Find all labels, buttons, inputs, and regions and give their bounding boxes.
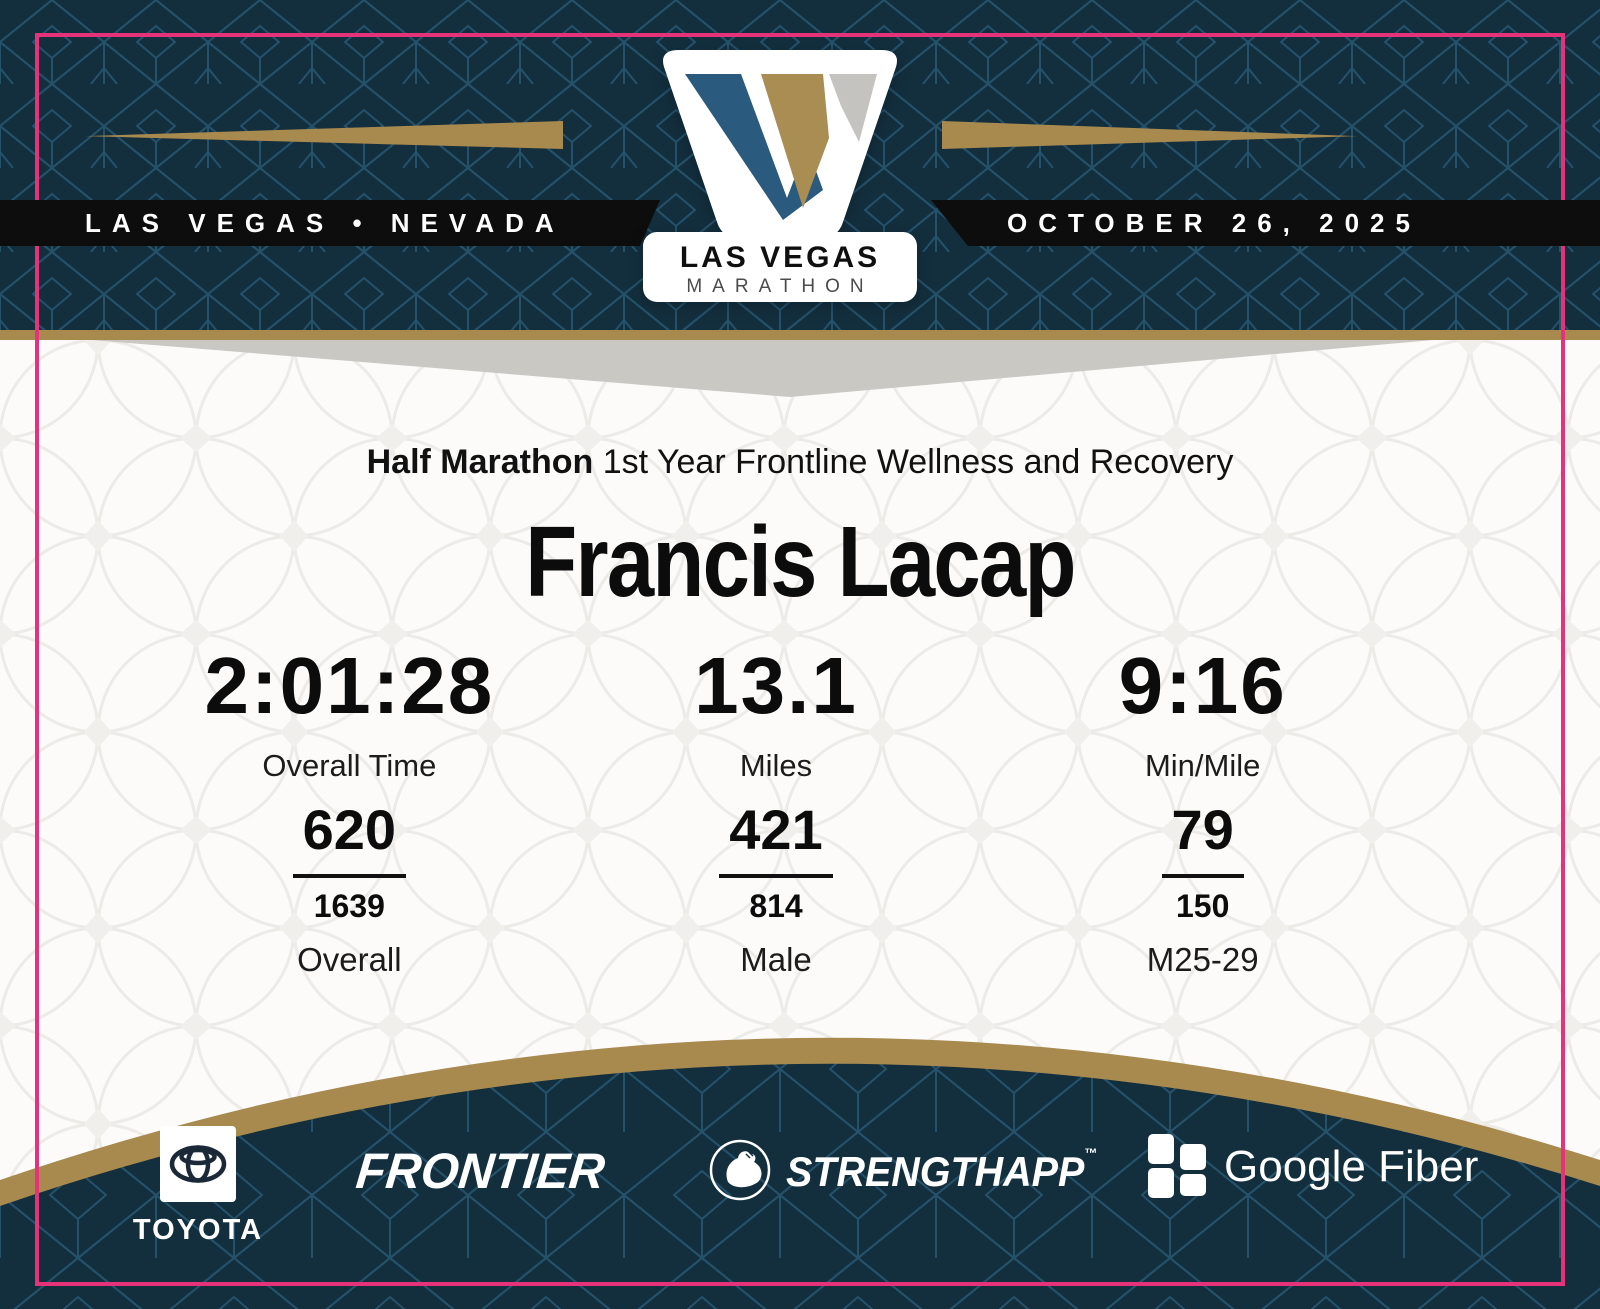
lv-monogram-icon xyxy=(663,50,897,238)
sponsor-toyota: TOYOTA xyxy=(123,1126,273,1247)
rank-label: M25-29 xyxy=(1146,941,1259,978)
toyota-emblem-icon xyxy=(169,1145,227,1183)
rank-field-size: 1639 xyxy=(313,888,385,924)
rank-label: Overall xyxy=(297,941,402,978)
rank-field-size: 150 xyxy=(1175,888,1230,924)
sponsor-frontier: FRONTIER xyxy=(353,1142,650,1200)
race-name: Half Marathon xyxy=(366,443,594,481)
rank-division: 79 150 M25-29 xyxy=(989,797,1416,979)
sponsor-strengthapp: STRENGTHAPP™ xyxy=(708,1138,1117,1202)
gold-divider xyxy=(0,330,1600,340)
sponsor-google-fiber: Google Fiber xyxy=(1148,1134,1478,1200)
rank-place: 79 xyxy=(1161,797,1244,878)
strengthapp-bicep-icon xyxy=(709,1139,771,1201)
rankings-row: 620 1639 Overall 421 814 Male 79 150 M25… xyxy=(136,797,1416,979)
athlete-name: Francis Lacap xyxy=(525,506,1076,618)
stat-value: 2:01:28 xyxy=(204,641,495,730)
logo-line2: MARATHON xyxy=(686,276,874,297)
logo-line1: LAS VEGAS xyxy=(679,241,881,274)
rank-overall: 620 1639 Overall xyxy=(136,797,563,979)
stat-overall-time: 2:01:28 Overall Time xyxy=(136,640,563,784)
event-logo: LAS VEGAS MARATHON xyxy=(640,44,920,306)
date-banner: OCTOBER 26, 2025 xyxy=(931,200,1600,246)
strengthapp-text: STRENGTHAPP xyxy=(786,1147,1085,1195)
stat-value: 9:16 xyxy=(1118,641,1287,730)
toyota-tile xyxy=(160,1126,236,1202)
rank-label: Male xyxy=(740,941,812,978)
logo-wordmark: LAS VEGAS MARATHON xyxy=(643,232,917,302)
rank-male: 421 814 Male xyxy=(563,797,990,979)
stat-miles: 13.1 Miles xyxy=(563,640,990,784)
stat-value: 13.1 xyxy=(694,641,858,730)
rank-place: 421 xyxy=(719,797,833,878)
rank-place: 620 xyxy=(292,797,407,878)
stat-label: Min/Mile xyxy=(1144,748,1261,783)
stats-row: 2:01:28 Overall Time 13.1 Miles 9:16 Min… xyxy=(136,640,1416,784)
strengthapp-wordmark: STRENGTHAPP™ xyxy=(786,1145,1097,1196)
stat-pace: 9:16 Min/Mile xyxy=(989,640,1416,784)
result-subtitle: Half Marathon 1st Year Frontline Wellnes… xyxy=(24,443,1576,482)
bottom-wave xyxy=(0,1037,1600,1309)
rank-field-size: 814 xyxy=(749,888,803,924)
stat-label: Miles xyxy=(739,748,813,783)
stat-label: Overall Time xyxy=(262,748,437,783)
trademark-symbol: ™ xyxy=(1084,1144,1098,1161)
silver-chevron xyxy=(92,340,1433,397)
google-fiber-wordmark: Google Fiber xyxy=(1224,1142,1479,1191)
location-banner: LAS VEGAS • NEVADA xyxy=(0,200,660,246)
google-fiber-flag-icon xyxy=(1148,1134,1206,1198)
division-note: 1st Year Frontline Wellness and Recovery xyxy=(602,443,1234,481)
toyota-label: TOYOTA xyxy=(132,1214,264,1246)
frontier-wordmark: FRONTIER xyxy=(353,1143,608,1199)
